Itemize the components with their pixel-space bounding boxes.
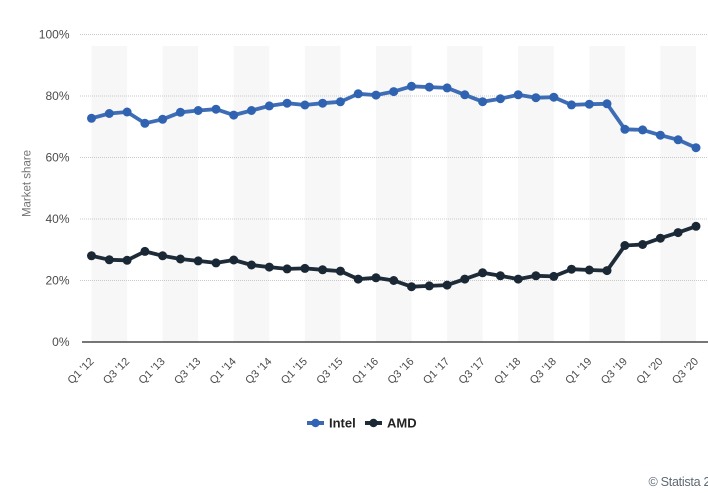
svg-text:20%: 20% <box>45 274 69 288</box>
svg-text:AMD: AMD <box>387 416 417 431</box>
svg-text:© Statista 2021: © Statista 2021 <box>649 475 708 489</box>
svg-text:80%: 80% <box>45 89 69 103</box>
svg-text:Intel: Intel <box>329 416 356 431</box>
svg-text:40%: 40% <box>45 212 69 226</box>
svg-text:100%: 100% <box>39 28 70 42</box>
svg-text:Market share: Market share <box>22 150 34 217</box>
svg-text:0%: 0% <box>52 335 70 349</box>
svg-text:60%: 60% <box>45 151 69 165</box>
